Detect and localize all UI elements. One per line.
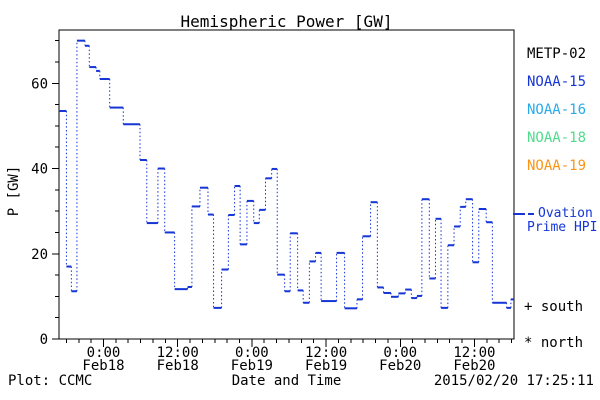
legend-item-metp-02: METP-02 <box>527 46 587 62</box>
x-axis-label: Date and Time <box>231 373 342 389</box>
ovation-legend-line2: Prime HPI <box>527 220 598 235</box>
ovation-legend-line1: Ovation <box>513 207 600 221</box>
x-tick-date-label: Feb19 <box>231 358 273 374</box>
line-sample-icon <box>528 212 534 215</box>
ovation-legend: Ovation Prime HPI <box>513 207 600 235</box>
legend-item-noaa-16: NOAA-16 <box>527 102 587 118</box>
ovation-legend-text1: Ovation <box>538 206 593 221</box>
y-tick-label: 0 <box>40 332 48 348</box>
x-tick-time-label: 0:00 <box>235 345 269 361</box>
y-tick-label: 40 <box>31 162 48 178</box>
x-tick-time-label: 12:00 <box>453 345 495 361</box>
x-tick-time-label: 0:00 <box>383 345 417 361</box>
south-marker-legend: + south <box>524 299 584 315</box>
y-tick-label: 20 <box>31 247 48 263</box>
line-sample-icon <box>513 212 525 215</box>
x-tick-date-label: Feb18 <box>157 358 199 374</box>
x-tick-time-label: 12:00 <box>157 345 199 361</box>
legend-item-noaa-19: NOAA-19 <box>527 158 587 174</box>
x-tick-date-label: Feb19 <box>305 358 347 374</box>
x-tick-time-label: 0:00 <box>87 345 121 361</box>
timestamp: 2015/02/20 17:25:11 <box>433 373 594 389</box>
legend-item-noaa-18: NOAA-18 <box>527 130 587 146</box>
x-tick-date-label: Feb20 <box>379 358 421 374</box>
plot-border <box>58 29 515 340</box>
legend-item-noaa-15: NOAA-15 <box>527 74 587 90</box>
north-marker-legend: * north <box>524 335 584 351</box>
plot-credit: Plot: CCMC <box>8 373 93 389</box>
x-tick-date-label: Feb18 <box>82 358 124 374</box>
chart-title: Hemispheric Power [GW] <box>180 12 393 31</box>
x-tick-time-label: 12:00 <box>305 345 347 361</box>
y-tick-label: 60 <box>31 76 48 92</box>
x-tick-date-label: Feb20 <box>453 358 495 374</box>
satellite-legend: METP-02 NOAA-15 NOAA-16 NOAA-18 NOAA-19 <box>527 44 586 184</box>
